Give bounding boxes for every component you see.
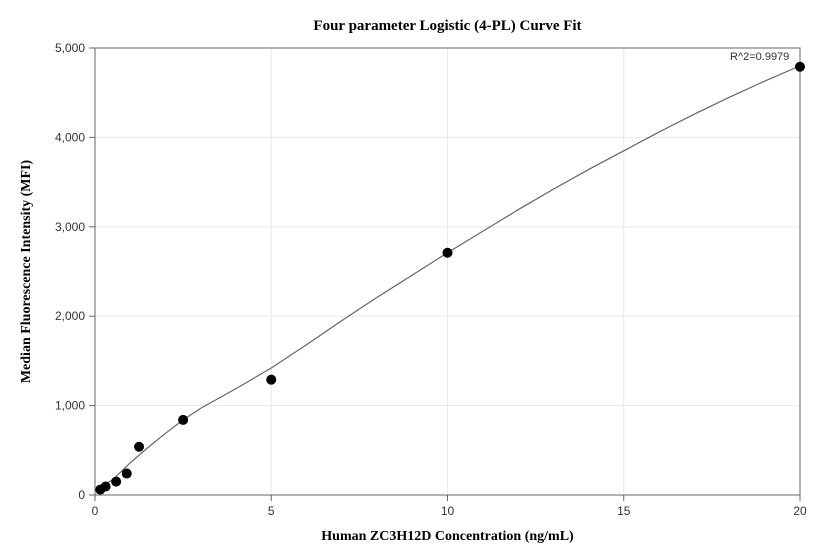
chart-container: Four parameter Logistic (4-PL) Curve Fit…: [0, 0, 832, 560]
svg-text:0: 0: [78, 488, 85, 502]
chart-title: Four parameter Logistic (4-PL) Curve Fit: [313, 18, 581, 34]
svg-text:5,000: 5,000: [55, 41, 85, 55]
svg-text:1,000: 1,000: [55, 399, 85, 413]
y-axis-title: Median Fluorescence Intensity (MFI): [19, 160, 34, 384]
svg-text:15: 15: [617, 504, 631, 518]
curve-fit-chart: Four parameter Logistic (4-PL) Curve Fit…: [0, 0, 832, 560]
svg-text:10: 10: [441, 504, 455, 518]
svg-text:5: 5: [268, 504, 275, 518]
ticks: 0 5 10 15 20 0 1,000 2,000 3,000 4,000 5,000: [55, 41, 807, 518]
r-squared-annotation: R^2=0.9979: [730, 51, 789, 63]
svg-text:4,000: 4,000: [55, 130, 85, 144]
svg-text:20: 20: [793, 504, 807, 518]
svg-text:0: 0: [92, 504, 99, 518]
grid-lines: [95, 48, 800, 495]
svg-text:3,000: 3,000: [55, 220, 85, 234]
x-axis-title: Human ZC3H12D Concentration (ng/mL): [321, 529, 574, 544]
data-points: [95, 62, 805, 495]
svg-text:2,000: 2,000: [55, 309, 85, 323]
